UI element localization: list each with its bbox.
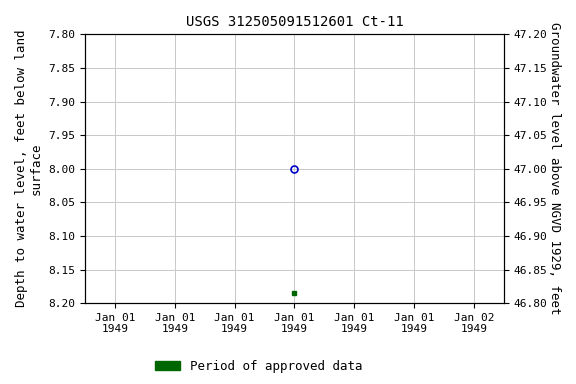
Title: USGS 312505091512601 Ct-11: USGS 312505091512601 Ct-11 (185, 15, 403, 29)
Y-axis label: Depth to water level, feet below land
surface: Depth to water level, feet below land su… (15, 30, 43, 308)
Y-axis label: Groundwater level above NGVD 1929, feet: Groundwater level above NGVD 1929, feet (548, 23, 561, 315)
Legend: Period of approved data: Period of approved data (150, 355, 368, 378)
